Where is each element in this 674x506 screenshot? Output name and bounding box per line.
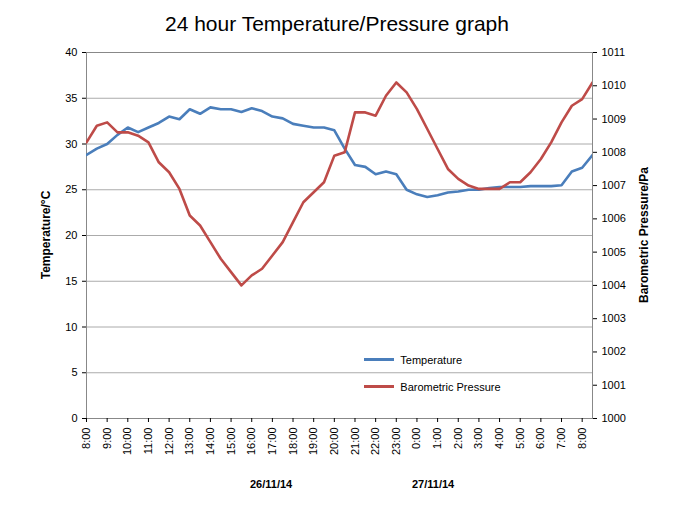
svg-text:5:00: 5:00 [514,428,526,449]
svg-text:1009: 1009 [602,113,626,125]
svg-text:15: 15 [65,275,77,287]
svg-text:20:00: 20:00 [328,428,340,456]
svg-text:23:00: 23:00 [390,428,402,456]
svg-text:0:00: 0:00 [410,428,422,449]
svg-text:1010: 1010 [602,79,626,91]
svg-text:1003: 1003 [602,312,626,324]
html-text:24 hour Temperature/Pressure g: 24 hour Temperature/Pressure graph [165,12,509,35]
svg-text:1:00: 1:00 [431,428,443,449]
svg-text:10:00: 10:00 [121,428,133,456]
svg-text:6:00: 6:00 [534,428,546,449]
svg-text:1007: 1007 [602,179,626,191]
svg-text:1011: 1011 [602,46,626,58]
svg-text:1006: 1006 [602,212,626,224]
svg-text:3:00: 3:00 [472,428,484,449]
svg-text:14:00: 14:00 [204,428,216,456]
html-text:Barometric Pressure: Barometric Pressure [400,380,501,393]
svg-text:8:00: 8:00 [576,428,588,449]
svg-text:11:00: 11:00 [142,428,154,455]
svg-text:5: 5 [71,366,77,378]
svg-text:13:00: 13:00 [183,428,195,456]
svg-text:1005: 1005 [602,246,626,258]
svg-text:9:00: 9:00 [101,428,113,449]
svg-text:30: 30 [65,138,77,150]
svg-text:1002: 1002 [602,345,626,357]
svg-text:25: 25 [65,183,77,195]
svg-text:19:00: 19:00 [307,428,319,456]
svg-text:0: 0 [71,412,77,424]
svg-text:2:00: 2:00 [452,428,464,449]
html-text:Temperature: Temperature [400,353,463,366]
svg-text:40: 40 [65,46,77,58]
svg-text:1008: 1008 [602,146,626,158]
svg-text:35: 35 [65,92,77,104]
svg-text:20: 20 [65,229,77,241]
svg-text:16:00: 16:00 [245,428,257,456]
html-text:Barometric Pressure/Pa: Barometric Pressure/Pa [637,167,651,303]
svg-text:7:00: 7:00 [555,428,567,449]
svg-text:10: 10 [65,321,77,333]
svg-text:21:00: 21:00 [349,428,361,456]
html-text:27/11/14: 27/11/14 [412,478,455,490]
svg-text:1004: 1004 [602,279,626,291]
svg-text:1000: 1000 [602,412,626,424]
html-text:26/11/14: 26/11/14 [250,478,293,490]
svg-text:22:00: 22:00 [369,428,381,456]
html-text:Temperature/°C: Temperature/°C [38,190,53,280]
svg-text:8:00: 8:00 [80,428,92,449]
svg-text:1001: 1001 [602,379,626,391]
svg-text:4:00: 4:00 [493,428,505,449]
svg-text:15:00: 15:00 [225,428,237,456]
svg-text:12:00: 12:00 [163,428,175,456]
svg-text:17:00: 17:00 [266,428,278,456]
svg-text:18:00: 18:00 [287,428,299,456]
